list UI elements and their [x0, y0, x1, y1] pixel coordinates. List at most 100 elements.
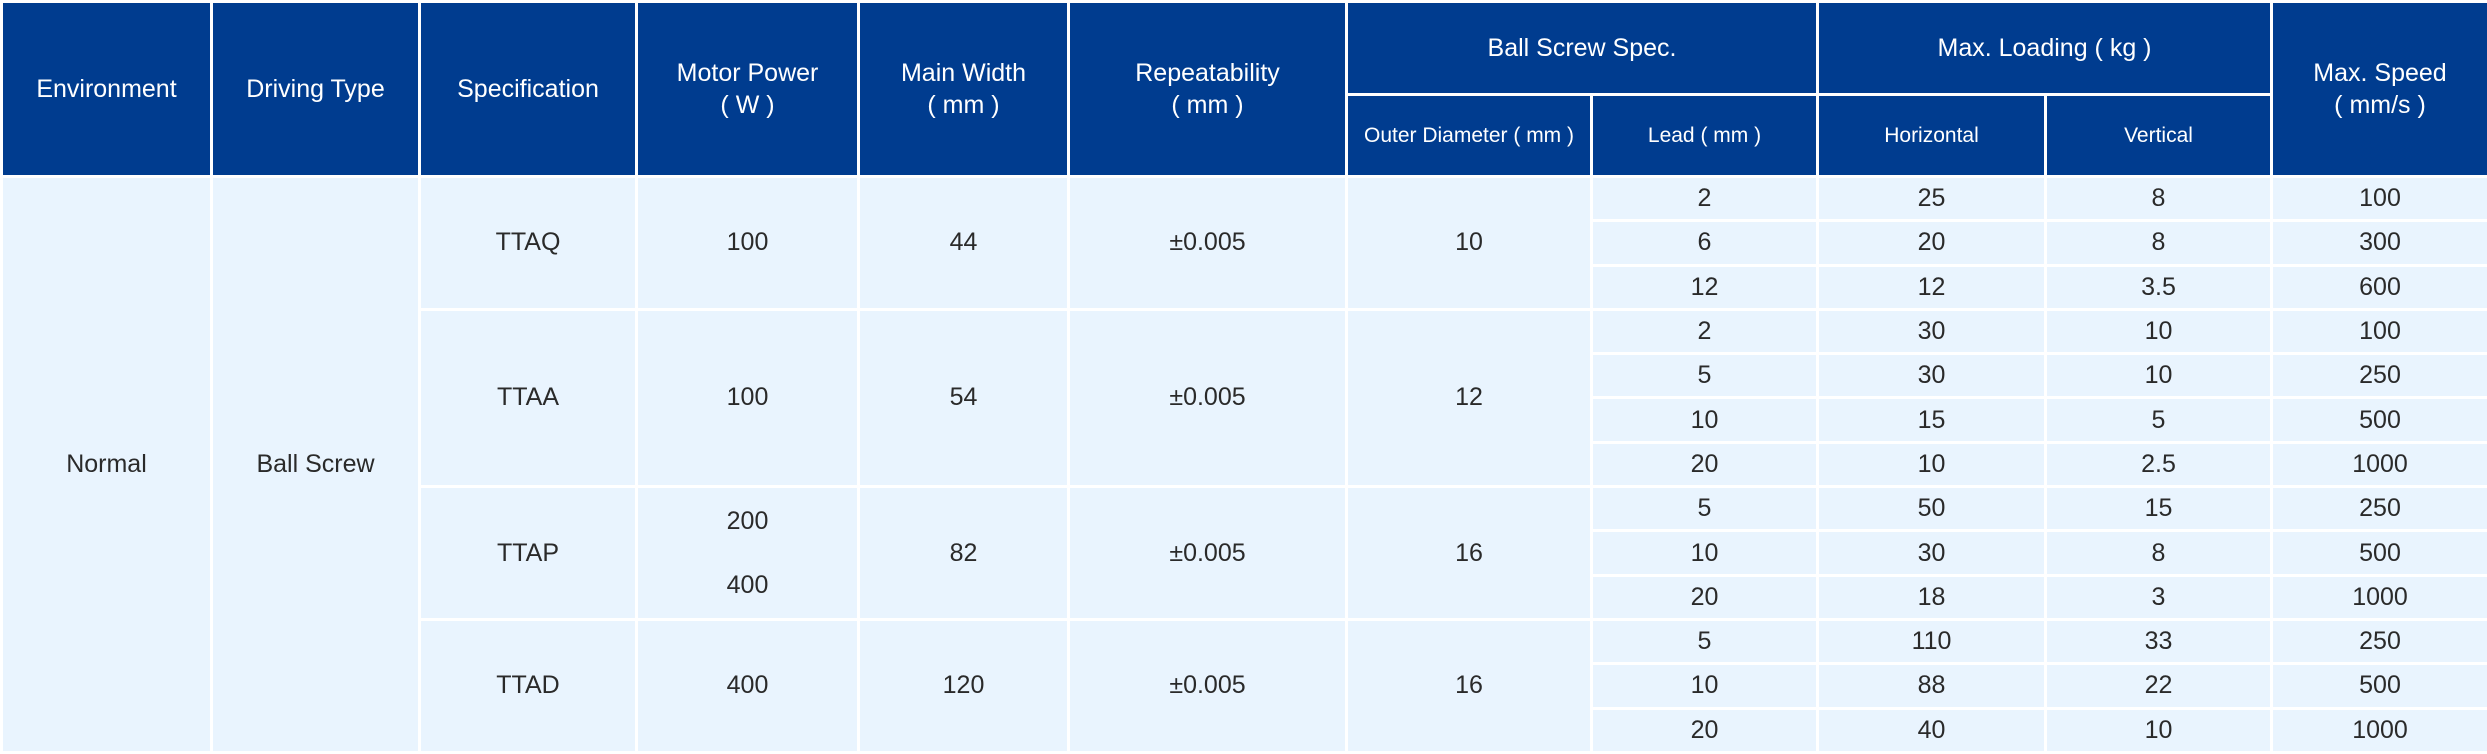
horizontal-load-cell: 10	[1816, 440, 2047, 489]
header-specification: Specification	[418, 0, 638, 178]
outer-diameter-cell: 12	[1345, 307, 1593, 489]
lead-cell: 2	[1590, 307, 1819, 356]
lead-cell: 20	[1590, 573, 1819, 621]
repeatability-cell: ±0.005	[1067, 617, 1348, 754]
max-speed-cell: 250	[2270, 352, 2487, 400]
table-row: TTAA 100 54 ±0.005 12 2 30 10 100	[2, 307, 2487, 489]
vertical-load-cell: 15	[2044, 485, 2273, 533]
max-speed-cell: 100	[2270, 307, 2487, 356]
header-lead: Lead ( mm )	[1590, 93, 1819, 178]
horizontal-load-cell: 88	[1816, 662, 2047, 710]
header-motor-power: Motor Power ( W )	[635, 0, 860, 178]
vertical-load-cell: 10	[2044, 352, 2273, 400]
header-main-width-unit: ( mm )	[927, 91, 1000, 119]
vertical-load-cell: 10	[2044, 307, 2273, 356]
header-driving-type: Driving Type	[210, 0, 421, 178]
table-row: TTAD 400 120 ±0.005 16 5 110 33 250	[2, 617, 2487, 754]
lead-cell: 20	[1590, 706, 1819, 754]
table-row: 20 40 10 1000	[2, 706, 2487, 754]
header-repeatability-unit: ( mm )	[1171, 91, 1244, 119]
horizontal-load-cell: 40	[1816, 706, 2047, 754]
horizontal-load-cell: 18	[1816, 573, 2047, 621]
motor-power-value: 200	[726, 507, 769, 536]
max-speed-cell: 1000	[2270, 573, 2487, 621]
horizontal-load-cell: 25	[1816, 174, 2047, 223]
horizontal-load-cell: 30	[1816, 307, 2047, 356]
vertical-load-cell: 3.5	[2044, 263, 2273, 311]
table-row: 20 10 2.5 1000	[2, 440, 2487, 489]
header-environment: Environment	[0, 0, 213, 178]
lead-cell: 6	[1590, 219, 1819, 267]
outer-diameter-cell: 16	[1345, 617, 1593, 754]
vertical-load-cell: 8	[2044, 219, 2273, 267]
lead-cell: 2	[1590, 174, 1819, 223]
motor-power-value: 400	[726, 571, 769, 600]
horizontal-load-cell: 20	[1816, 219, 2047, 267]
header-motor-power-unit: ( W )	[720, 91, 775, 119]
specification-cell: TTAD	[418, 617, 638, 754]
table-row: Normal Ball Screw TTAQ 100 44 ±0.005 10 2 25 8 100	[0, 174, 2487, 754]
repeatability-cell: ±0.005	[1067, 307, 1348, 489]
table-row: 6 20 8 300	[2, 219, 2487, 267]
outer-diameter-cell: 10	[1345, 175, 1593, 311]
header-main-width-label: Main Width	[900, 59, 1027, 87]
main-width-cell: 120	[857, 617, 1070, 754]
vertical-load-cell: 22	[2044, 662, 2273, 710]
main-width-cell: 44	[857, 175, 1070, 311]
horizontal-load-cell: 15	[1816, 396, 2047, 444]
table-header: Environment Driving Type Specification M…	[0, 0, 2487, 178]
table-row: 12 12 3.5 600	[2, 263, 2487, 311]
max-speed-cell: 300	[2270, 219, 2487, 267]
header-motor-power-label: Motor Power	[676, 59, 819, 87]
table-row: 20 18 3 1000	[2, 573, 2487, 621]
max-speed-cell: 100	[2270, 174, 2487, 223]
vertical-load-cell: 33	[2044, 617, 2273, 666]
motor-power-cell: 400	[635, 617, 860, 754]
header-vertical: Vertical	[2044, 93, 2273, 178]
motor-power-cell: 200 400	[635, 485, 860, 621]
header-repeatability: Repeatability ( mm )	[1067, 0, 1348, 178]
vertical-load-cell: 8	[2044, 529, 2273, 577]
driving-type-cell: Ball Screw	[210, 175, 421, 754]
main-width-cell: 82	[857, 485, 1070, 621]
header-horizontal: Horizontal	[1816, 93, 2047, 178]
vertical-load-cell: 2.5	[2044, 440, 2273, 489]
max-speed-cell: 500	[2270, 529, 2487, 577]
max-speed-cell: 500	[2270, 662, 2487, 710]
horizontal-load-cell: 30	[1816, 529, 2047, 577]
max-speed-cell: 600	[2270, 263, 2487, 311]
lead-cell: 5	[1590, 485, 1819, 533]
repeatability-cell: ±0.005	[1067, 175, 1348, 311]
horizontal-load-cell: 12	[1816, 263, 2047, 311]
main-width-cell: 54	[857, 307, 1070, 489]
header-ball-screw-spec: Ball Screw Spec.	[1345, 0, 1819, 96]
header-max-loading: Max. Loading ( kg )	[1816, 0, 2273, 96]
max-speed-cell: 250	[2270, 485, 2487, 533]
max-speed-cell: 1000	[2270, 706, 2487, 754]
lead-cell: 10	[1590, 396, 1819, 444]
specification-cell: TTAP	[418, 485, 638, 621]
header-max-speed-unit: ( mm/s )	[2334, 91, 2426, 119]
specification-cell: TTAA	[418, 307, 638, 489]
lead-cell: 12	[1590, 263, 1819, 311]
table-body: Normal Ball Screw TTAQ 100 44 ±0.005 10 2 25 8 100…	[0, 174, 2487, 754]
motor-power-cell: 100	[635, 175, 860, 311]
table-row: 10 88 22 500	[2, 662, 2487, 710]
repeatability-cell: ±0.005	[1067, 485, 1348, 621]
lead-cell: 20	[1590, 440, 1819, 489]
specification-cell: TTAQ	[418, 175, 638, 311]
lead-cell: 5	[1590, 617, 1819, 666]
vertical-load-cell: 3	[2044, 573, 2273, 621]
lead-cell: 10	[1590, 662, 1819, 710]
lead-cell: 5	[1590, 352, 1819, 400]
header-main-width: Main Width ( mm )	[857, 0, 1070, 178]
outer-diameter-cell: 16	[1345, 485, 1593, 621]
environment-cell: Normal	[0, 175, 213, 754]
header-max-speed-label: Max. Speed	[2313, 59, 2447, 87]
lead-cell: 10	[1590, 529, 1819, 577]
vertical-load-cell: 8	[2044, 174, 2273, 223]
vertical-load-cell: 5	[2044, 396, 2273, 444]
table-row: 5 30 10 250	[2, 352, 2487, 400]
motor-power-cell: 100	[635, 307, 860, 489]
